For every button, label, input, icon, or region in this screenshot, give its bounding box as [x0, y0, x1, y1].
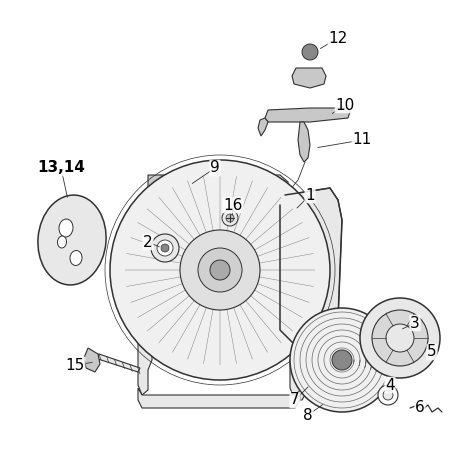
Polygon shape: [290, 355, 308, 400]
Circle shape: [151, 234, 179, 262]
Polygon shape: [138, 245, 152, 395]
Polygon shape: [142, 240, 158, 260]
Circle shape: [360, 298, 440, 378]
Polygon shape: [84, 348, 100, 372]
Ellipse shape: [38, 195, 106, 285]
Circle shape: [290, 308, 394, 412]
Circle shape: [169, 225, 175, 231]
Text: 2: 2: [143, 235, 153, 249]
Polygon shape: [95, 354, 140, 372]
Text: 16: 16: [223, 198, 243, 212]
Circle shape: [198, 248, 242, 292]
Polygon shape: [228, 175, 290, 200]
Text: 15: 15: [65, 357, 85, 373]
Circle shape: [332, 350, 352, 370]
Text: 13,14: 13,14: [37, 161, 85, 175]
Circle shape: [383, 390, 393, 400]
Polygon shape: [298, 122, 310, 162]
Circle shape: [110, 160, 330, 380]
Circle shape: [210, 260, 230, 280]
Text: 7: 7: [290, 392, 300, 408]
Polygon shape: [166, 196, 178, 228]
Text: 1: 1: [305, 188, 315, 202]
Circle shape: [378, 385, 398, 405]
Circle shape: [180, 230, 260, 310]
Text: 10: 10: [336, 98, 355, 112]
Ellipse shape: [57, 236, 66, 248]
Text: 9: 9: [210, 161, 220, 175]
Polygon shape: [258, 118, 268, 136]
Polygon shape: [420, 342, 438, 358]
Text: 6: 6: [415, 401, 425, 416]
Polygon shape: [148, 175, 206, 196]
Circle shape: [302, 44, 318, 60]
Text: 8: 8: [303, 408, 313, 422]
Circle shape: [226, 214, 234, 222]
Circle shape: [386, 324, 414, 352]
Polygon shape: [265, 108, 350, 122]
Text: 12: 12: [328, 30, 347, 46]
Circle shape: [157, 240, 173, 256]
Polygon shape: [292, 68, 326, 88]
Circle shape: [222, 210, 238, 226]
Ellipse shape: [59, 219, 73, 237]
Circle shape: [372, 310, 428, 366]
Circle shape: [166, 222, 178, 234]
Polygon shape: [138, 388, 300, 408]
Polygon shape: [280, 188, 342, 345]
Text: 4: 4: [385, 377, 395, 392]
Text: 5: 5: [427, 345, 437, 359]
Circle shape: [161, 244, 169, 252]
Text: 3: 3: [410, 316, 420, 330]
Text: 11: 11: [352, 133, 372, 147]
Ellipse shape: [70, 251, 82, 265]
